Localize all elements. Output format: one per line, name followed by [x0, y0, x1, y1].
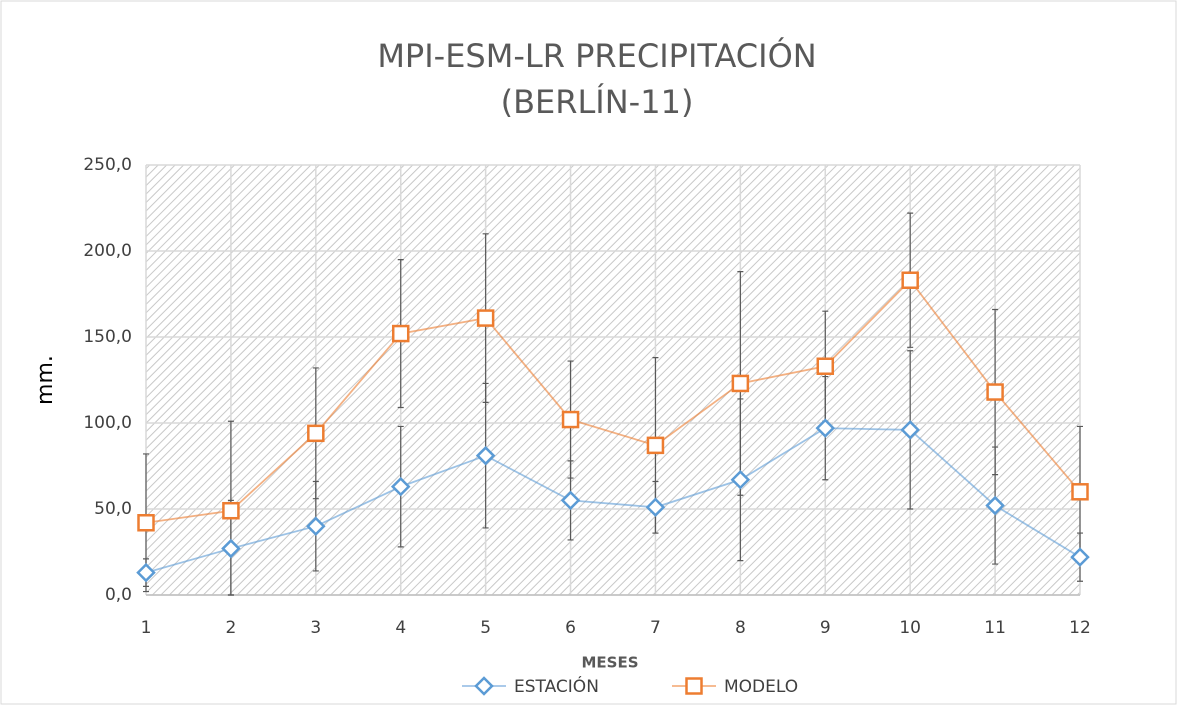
- x-tick-label: 6: [565, 618, 576, 638]
- series-line: [145, 278, 1081, 524]
- series-line: [145, 427, 1081, 574]
- marker: [306, 516, 326, 536]
- x-tick-label: 11: [984, 618, 1006, 638]
- x-tick-label: 7: [650, 618, 661, 638]
- marker: [474, 676, 494, 696]
- marker: [1070, 547, 1090, 567]
- marker: [307, 424, 325, 443]
- x-tick-label: 12: [1069, 618, 1091, 638]
- x-tick-label: 5: [480, 618, 491, 638]
- marker: [137, 514, 155, 532]
- y-axis-label: mm.: [33, 355, 58, 405]
- plot-area: [146, 165, 1080, 595]
- x-axis-label: MESES: [581, 654, 638, 672]
- x-tick-label: 4: [395, 618, 406, 638]
- legend-label: MODELO: [724, 677, 798, 697]
- marker: [730, 469, 751, 490]
- chart-title: MPI-ESM-LR PRECIPITACIÓN: [377, 36, 816, 75]
- marker: [901, 271, 919, 289]
- y-tick-label: 100,0: [83, 413, 132, 433]
- x-tick-label: 10: [899, 618, 921, 638]
- marker: [986, 383, 1004, 401]
- marker: [1071, 483, 1089, 501]
- marker: [685, 677, 703, 695]
- x-tick-label: 2: [225, 618, 236, 638]
- chart-title: (BERLÍN-11): [501, 83, 694, 121]
- marker: [136, 562, 156, 583]
- marker: [900, 420, 920, 440]
- marker: [816, 357, 835, 375]
- y-tick-label: 250,0: [83, 155, 132, 175]
- marker: [390, 476, 411, 497]
- y-tick-label: 50,0: [94, 499, 132, 519]
- marker: [646, 436, 665, 455]
- y-tick-label: 150,0: [83, 327, 132, 347]
- marker: [731, 374, 750, 393]
- marker: [560, 490, 581, 511]
- x-tick-label: 8: [735, 618, 746, 638]
- marker: [222, 501, 240, 520]
- legend-label: ESTACIÓN: [514, 675, 599, 697]
- marker: [985, 495, 1005, 516]
- y-tick-label: 0,0: [105, 585, 132, 605]
- x-tick-label: 3: [310, 618, 321, 638]
- marker: [221, 538, 241, 559]
- marker: [476, 309, 495, 327]
- y-tick-label: 200,0: [83, 241, 132, 261]
- marker: [815, 418, 836, 438]
- marker: [391, 324, 410, 343]
- marker: [645, 497, 666, 518]
- marker: [561, 410, 580, 429]
- x-tick-label: 1: [141, 618, 152, 638]
- x-tick-label: 9: [820, 618, 831, 638]
- marker: [475, 445, 496, 466]
